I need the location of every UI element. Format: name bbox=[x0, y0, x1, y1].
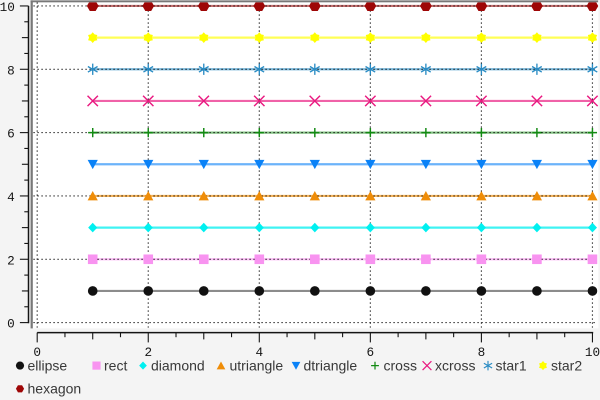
svg-text:cross: cross bbox=[384, 357, 417, 373]
svg-text:0: 0 bbox=[7, 317, 15, 332]
svg-text:4: 4 bbox=[7, 190, 15, 205]
svg-text:2: 2 bbox=[7, 253, 15, 268]
svg-text:diamond: diamond bbox=[151, 357, 205, 373]
svg-text:utriangle: utriangle bbox=[230, 357, 284, 373]
svg-text:xcross: xcross bbox=[435, 357, 475, 373]
svg-text:8: 8 bbox=[7, 63, 15, 78]
svg-text:8: 8 bbox=[478, 345, 486, 360]
svg-text:4: 4 bbox=[255, 345, 263, 360]
svg-text:0: 0 bbox=[33, 345, 41, 360]
svg-text:star1: star1 bbox=[496, 357, 527, 373]
svg-text:rect: rect bbox=[104, 357, 127, 373]
svg-text:10: 10 bbox=[0, 0, 15, 15]
svg-text:dtriangle: dtriangle bbox=[304, 357, 358, 373]
svg-text:6: 6 bbox=[367, 345, 375, 360]
svg-text:6: 6 bbox=[7, 127, 15, 142]
svg-text:10: 10 bbox=[585, 345, 600, 360]
svg-text:2: 2 bbox=[144, 345, 152, 360]
svg-text:hexagon: hexagon bbox=[28, 381, 82, 397]
svg-text:ellipse: ellipse bbox=[28, 357, 68, 373]
svg-text:star2: star2 bbox=[551, 357, 582, 373]
